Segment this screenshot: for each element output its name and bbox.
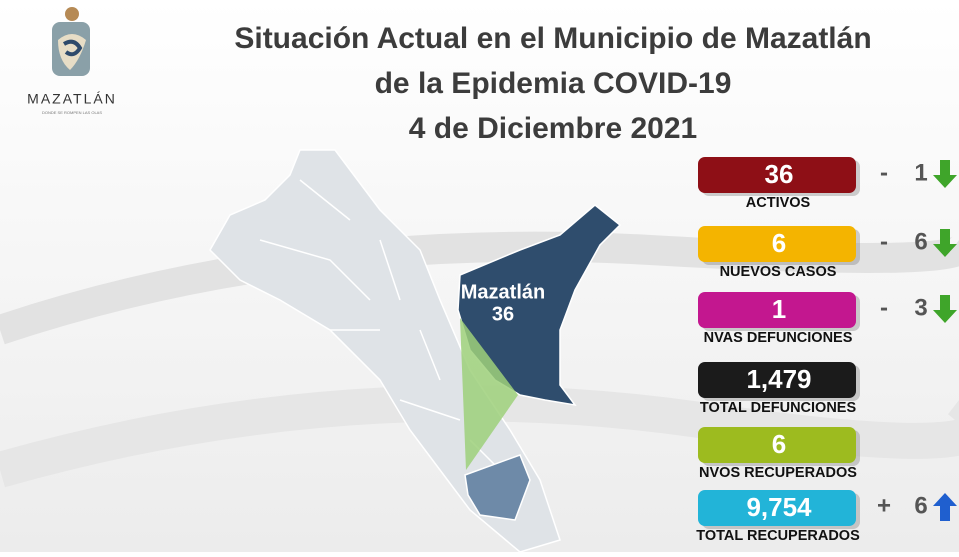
change-amount: 3 <box>914 294 927 321</box>
stat-value: 1 <box>772 294 786 324</box>
stat-label: NVOS RECUPERADOS <box>699 465 857 481</box>
highlight-triangle <box>460 318 518 470</box>
title-line: Situación Actual en el Municipio de Maza… <box>234 22 871 55</box>
stat-value: 36 <box>765 159 794 189</box>
stat: 6 NVOS RECUPERADOS <box>698 427 860 481</box>
municipality <box>464 454 531 521</box>
change-sign: - <box>880 294 888 321</box>
trend-arrow <box>933 295 957 323</box>
stat-label: ACTIVOS <box>746 195 811 211</box>
trend-arrow <box>933 160 957 188</box>
stat-pill <box>698 226 856 262</box>
change-amount: 1 <box>914 159 927 186</box>
change-amount: 6 <box>914 492 927 519</box>
trend-arrow <box>933 493 957 521</box>
municipal-borders <box>259 179 501 471</box>
stat-label: NVAS DEFUNCIONES <box>704 330 853 346</box>
title-line: 4 de Diciembre 2021 <box>409 112 698 145</box>
stat: 1 NVAS DEFUNCIONES - 3 <box>698 292 957 346</box>
map-value: 36 <box>492 303 514 325</box>
logo: MAZATLÁN DONDE SE ROMPEN LAS OLAS <box>27 7 117 115</box>
trend-arrow <box>933 229 957 257</box>
change-sign: - <box>880 159 888 186</box>
wave <box>0 385 959 488</box>
stat-pill <box>698 490 856 526</box>
title: Situación Actual en el Municipio de Maza… <box>234 22 871 145</box>
stat: 36 ACTIVOS - 1 <box>698 157 957 211</box>
stat-label: NUEVOS CASOS <box>720 264 837 280</box>
stat-label: TOTAL RECUPERADOS <box>696 528 860 544</box>
stat-pill <box>698 157 856 193</box>
stat-pill <box>698 427 856 463</box>
map: Mazatlán 36 <box>209 149 622 553</box>
stat-value: 6 <box>772 429 786 459</box>
title-line: de la Epidemia COVID-19 <box>375 67 732 100</box>
stat-value: 9,754 <box>746 492 812 522</box>
change-sign: - <box>880 228 888 255</box>
change-sign: + <box>877 492 891 519</box>
change-amount: 6 <box>914 228 927 255</box>
logo-tagline: DONDE SE ROMPEN LAS OLAS <box>42 110 102 115</box>
stat: 1,479 TOTAL DEFUNCIONES <box>698 362 860 416</box>
stat-value: 6 <box>772 228 786 258</box>
stat: 9,754 TOTAL RECUPERADOS + 6 <box>696 490 957 544</box>
stat-value: 1,479 <box>746 364 811 394</box>
stat-pill <box>698 292 856 328</box>
logo-name: MAZATLÁN <box>27 91 117 107</box>
map-label: Mazatlán <box>461 281 545 303</box>
stat-label: TOTAL DEFUNCIONES <box>700 400 857 416</box>
stat-pill <box>698 362 856 398</box>
